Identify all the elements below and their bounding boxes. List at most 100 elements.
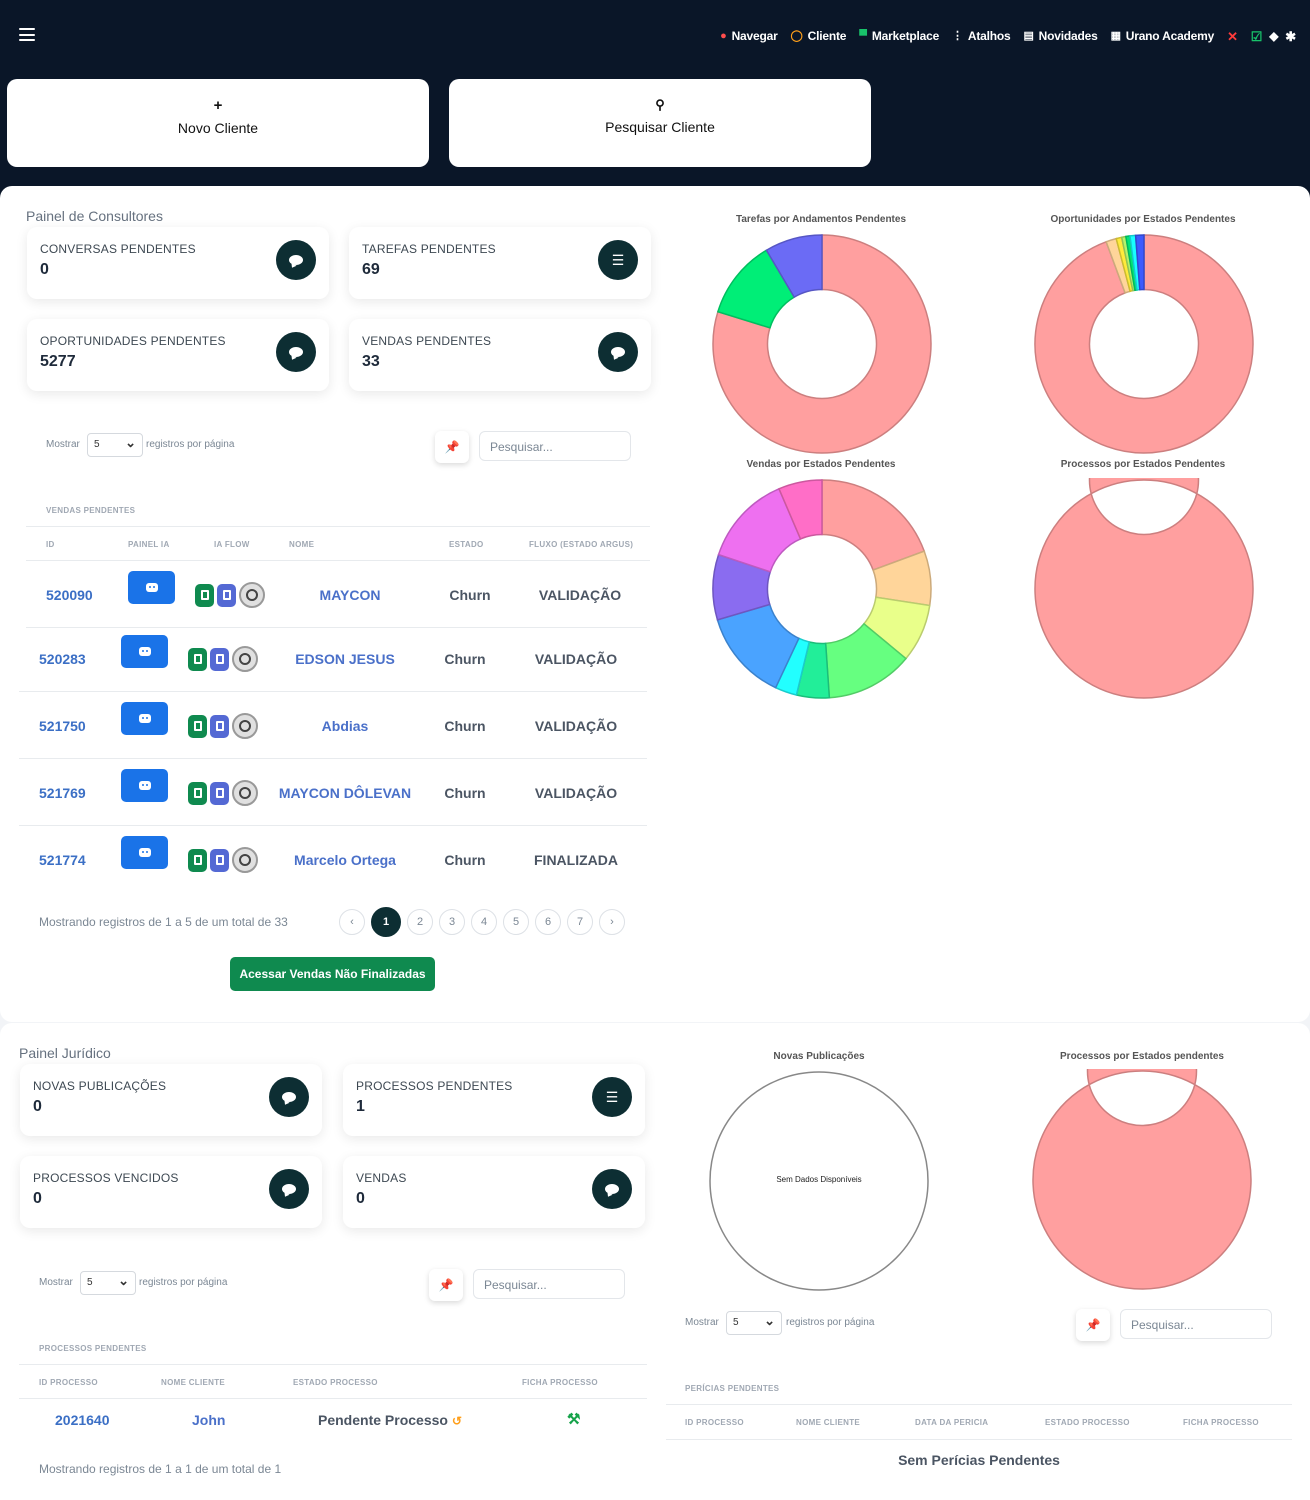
pin-button[interactable]: 📌 <box>1076 1309 1110 1341</box>
empty-chart-publicacoes <box>709 1071 929 1291</box>
check-square-icon[interactable]: ☑ <box>1250 28 1263 44</box>
donut-slice-9[interactable] <box>778 479 823 540</box>
map-pin-icon: ● <box>720 29 727 42</box>
table-row: 521750 Abdias Churn VALIDAÇÃO <box>19 692 647 759</box>
page-5[interactable]: 5 <box>503 909 529 935</box>
nav-novidades[interactable]: ▤ Novidades <box>1023 29 1098 43</box>
nav-marketplace[interactable]: ▀ Marketplace <box>859 29 940 43</box>
chat-bubble-icon <box>592 1169 632 1209</box>
copy-icon[interactable] <box>188 647 207 671</box>
nav-urano-academy[interactable]: ▦ Urano Academy <box>1110 29 1215 43</box>
donut-slice-0[interactable] <box>712 234 932 454</box>
card-tarefas-pendentes[interactable]: TAREFAS PENDENTES 69 ☰ <box>349 227 651 299</box>
donut-slice-6[interactable] <box>1134 234 1145 291</box>
pin-icon: 📌 <box>438 1278 454 1292</box>
donut-chart-processos <box>1034 478 1254 699</box>
robot-button[interactable] <box>121 769 168 802</box>
page-2[interactable]: 2 <box>407 909 433 935</box>
pagination: ‹ 1 2 3 4 5 6 7 › <box>339 907 625 937</box>
copy-icon[interactable] <box>217 583 236 607</box>
show-label: Mostrar <box>46 439 80 450</box>
no-data-text: Sem Dados Disponíveis <box>776 1175 862 1184</box>
chat-bubble-icon <box>598 332 638 372</box>
page-size-select[interactable]: 5 <box>87 433 143 457</box>
donut-slice-0[interactable] <box>821 479 926 572</box>
eye-icon[interactable] <box>232 713 258 739</box>
donut-slice-0[interactable] <box>1032 1069 1252 1290</box>
card-vendas-pendentes[interactable]: VENDAS PENDENTES 33 <box>349 319 651 391</box>
chart-title: Vendas por Estados Pendentes <box>746 459 896 470</box>
search-input[interactable]: Pesquisar... <box>1120 1309 1272 1339</box>
chart-title: Processos por Estados pendentes <box>1060 1051 1224 1062</box>
page-1[interactable]: 1 <box>371 907 401 937</box>
robot-button[interactable] <box>121 702 168 735</box>
nav-navegar[interactable]: ● Navegar <box>720 29 778 43</box>
robot-button[interactable] <box>128 571 175 604</box>
donut-slice-2[interactable] <box>765 234 823 299</box>
eye-icon[interactable] <box>232 780 258 806</box>
card-vendas[interactable]: VENDAS 0 <box>343 1156 645 1228</box>
eye-icon[interactable] <box>232 646 258 672</box>
card-novas-publicacoes[interactable]: NOVAS PUBLICAÇÕES 0 <box>20 1064 322 1136</box>
copy-icon[interactable] <box>210 848 229 872</box>
copy-icon[interactable] <box>188 714 207 738</box>
card-processos-pendentes[interactable]: PROCESSOS PENDENTES 1 ☰ <box>343 1064 645 1136</box>
search-input[interactable]: Pesquisar... <box>479 431 631 461</box>
robot-icon <box>138 781 151 790</box>
chat-bubble-icon <box>269 1169 309 1209</box>
nav-atalhos[interactable]: ⋮ Atalhos <box>952 29 1011 43</box>
robot-button[interactable] <box>121 836 168 869</box>
per-page-label: registros por página <box>139 1277 228 1288</box>
nav-cliente[interactable]: ◯ Cliente <box>790 29 847 43</box>
phone-off-icon[interactable]: ✕ <box>1227 28 1238 44</box>
new-client-button[interactable]: + Novo Cliente <box>7 79 429 167</box>
list-icon: ☰ <box>598 240 638 280</box>
donut-slice-0[interactable] <box>1034 234 1254 454</box>
donut-chart-vendas <box>712 479 932 699</box>
table-row: 521769 MAYCON DÔLEVAN Churn VALIDAÇÃO <box>19 759 647 826</box>
page-6[interactable]: 6 <box>535 909 561 935</box>
col-id: ID <box>46 540 55 549</box>
card-conversas-pendentes[interactable]: CONVERSAS PENDENTES 0 <box>27 227 329 299</box>
page-3[interactable]: 3 <box>439 909 465 935</box>
store-icon: ▀ <box>859 29 867 42</box>
bell-icon[interactable]: ◆ <box>1269 29 1279 43</box>
clapperboard-icon: ▦ <box>1110 29 1121 42</box>
donut-slice-0[interactable] <box>1034 478 1254 699</box>
page-next[interactable]: › <box>599 909 625 935</box>
col-estado-processo: ESTADO PROCESSO <box>293 1378 378 1387</box>
search-client-button[interactable]: ⚲ Pesquisar Cliente <box>449 79 871 167</box>
table-row: 520090 MAYCON Churn VALIDAÇÃO <box>26 561 647 628</box>
card-oportunidades-pendentes[interactable]: OPORTUNIDADES PENDENTES 5277 <box>27 319 329 391</box>
copy-icon[interactable] <box>210 647 229 671</box>
page-7[interactable]: 7 <box>567 909 593 935</box>
client-name-link[interactable]: John <box>192 1412 226 1428</box>
pin-button[interactable]: 📌 <box>429 1269 463 1301</box>
empty-chart-outline <box>709 1071 929 1291</box>
robot-button[interactable] <box>121 635 168 668</box>
eye-icon[interactable] <box>232 847 258 873</box>
search-input[interactable]: Pesquisar... <box>473 1269 625 1299</box>
copy-icon[interactable] <box>188 781 207 805</box>
eye-icon[interactable] <box>239 582 265 608</box>
plus-icon: + <box>213 97 223 114</box>
ia-flow-actions <box>188 847 258 873</box>
page-4[interactable]: 4 <box>471 909 497 935</box>
ia-flow-actions <box>188 713 258 739</box>
page-size-select[interactable]: 5 <box>726 1311 782 1335</box>
col-ficha-processo: FICHA PROCESSO <box>1183 1418 1259 1427</box>
copy-icon[interactable] <box>210 781 229 805</box>
pin-button[interactable]: 📌 <box>435 431 469 463</box>
card-processos-vencidos[interactable]: PROCESSOS VENCIDOS 0 <box>20 1156 322 1228</box>
gear-icon[interactable]: ✱ <box>1285 28 1296 44</box>
col-id-processo: ID PROCESSO <box>39 1378 98 1387</box>
page-prev[interactable]: ‹ <box>339 909 365 935</box>
access-unfinished-sales-button[interactable]: Acessar Vendas Não Finalizadas <box>230 957 435 991</box>
copy-icon[interactable] <box>210 714 229 738</box>
page-size-select[interactable]: 5 <box>80 1271 136 1295</box>
copy-icon[interactable] <box>188 848 207 872</box>
copy-icon[interactable] <box>195 583 214 607</box>
hamburger-menu-icon[interactable] <box>19 28 35 41</box>
process-id-link[interactable]: 2021640 <box>55 1412 110 1428</box>
gavel-icon[interactable]: ⚒ <box>567 1411 581 1428</box>
